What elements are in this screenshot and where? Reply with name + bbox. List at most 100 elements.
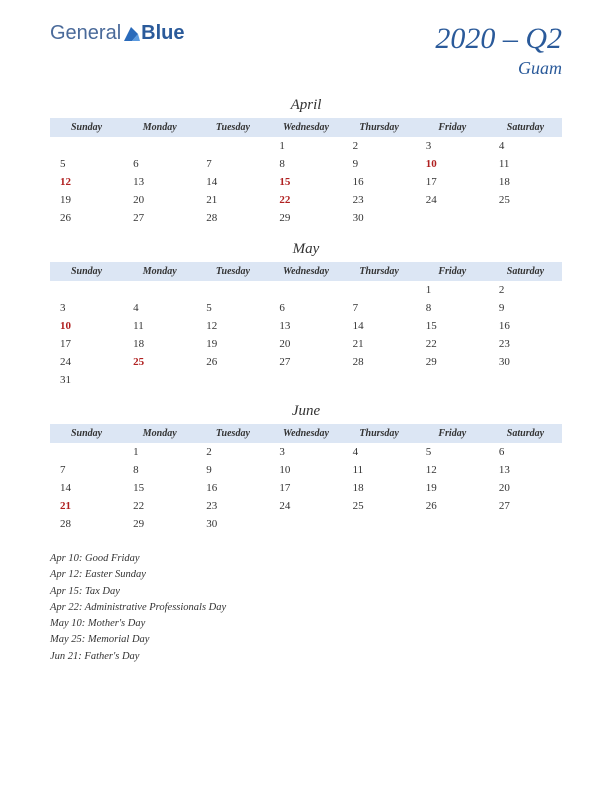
- calendar-cell: 27: [269, 353, 342, 371]
- calendar-cell: 7: [343, 299, 416, 317]
- month-block: May SundayMondayTuesdayWednesdayThursdayF…: [50, 241, 562, 389]
- calendar-cell: 13: [123, 173, 196, 191]
- calendar-cell: [269, 515, 342, 533]
- day-header: Saturday: [489, 424, 562, 443]
- calendar-cell: 7: [50, 461, 123, 479]
- calendar-cell: 12: [416, 461, 489, 479]
- calendar-cell: 9: [343, 155, 416, 173]
- calendar-cell: 21: [50, 497, 123, 515]
- calendar-cell: 15: [123, 479, 196, 497]
- calendar-cell: 11: [343, 461, 416, 479]
- calendar-cell: 17: [269, 479, 342, 497]
- calendar-cell: 4: [123, 299, 196, 317]
- calendar-cell: 30: [343, 209, 416, 227]
- calendar-cell: 5: [416, 443, 489, 461]
- calendar-cell: 19: [50, 191, 123, 209]
- holiday-item: Apr 12: Easter Sunday: [50, 567, 562, 583]
- day-header: Sunday: [50, 424, 123, 443]
- calendar-cell: 31: [50, 371, 123, 389]
- calendar-cell: 27: [489, 497, 562, 515]
- calendar-cell: 5: [50, 155, 123, 173]
- calendar-cell: 29: [269, 209, 342, 227]
- calendar-cell: 10: [269, 461, 342, 479]
- calendar-cell: 6: [489, 443, 562, 461]
- calendar-cell: 11: [489, 155, 562, 173]
- calendar-row: 567891011: [50, 155, 562, 173]
- calendar-row: 78910111213: [50, 461, 562, 479]
- calendar-cell: [123, 281, 196, 299]
- calendar-cell: 23: [489, 335, 562, 353]
- day-header: Wednesday: [269, 424, 342, 443]
- month-name: May: [50, 241, 562, 258]
- holiday-item: Apr 22: Administrative Professionals Day: [50, 600, 562, 616]
- day-header: Tuesday: [196, 262, 269, 281]
- holiday-item: Apr 10: Good Friday: [50, 551, 562, 567]
- calendar-cell: 24: [416, 191, 489, 209]
- calendar-cell: 8: [269, 155, 342, 173]
- calendar-cell: 2: [196, 443, 269, 461]
- day-header: Wednesday: [269, 262, 342, 281]
- calendar-cell: 22: [269, 191, 342, 209]
- calendar-cell: [123, 137, 196, 155]
- calendar-row: 12131415161718: [50, 173, 562, 191]
- holiday-item: May 10: Mother's Day: [50, 616, 562, 632]
- calendar-cell: 25: [343, 497, 416, 515]
- calendar-cell: 28: [50, 515, 123, 533]
- calendar-row: 282930: [50, 515, 562, 533]
- calendar-cell: 11: [123, 317, 196, 335]
- calendar-cell: 25: [123, 353, 196, 371]
- calendar-cell: 10: [416, 155, 489, 173]
- calendar-cell: 29: [416, 353, 489, 371]
- calendar-cell: 28: [343, 353, 416, 371]
- day-header: Thursday: [343, 262, 416, 281]
- calendar-cell: 29: [123, 515, 196, 533]
- calendar-cell: 22: [123, 497, 196, 515]
- day-header: Tuesday: [196, 118, 269, 137]
- calendar-cell: 13: [489, 461, 562, 479]
- holiday-list: Apr 10: Good FridayApr 12: Easter Sunday…: [50, 551, 562, 665]
- calendar-cell: [196, 371, 269, 389]
- day-header: Saturday: [489, 262, 562, 281]
- calendar-cell: [343, 281, 416, 299]
- calendar-cell: 16: [196, 479, 269, 497]
- calendar-cell: 30: [489, 353, 562, 371]
- calendar-cell: [50, 443, 123, 461]
- calendar-cell: 8: [416, 299, 489, 317]
- calendar-table: SundayMondayTuesdayWednesdayThursdayFrid…: [50, 262, 562, 389]
- brand-part2: Blue: [141, 22, 184, 45]
- calendar-cell: [489, 371, 562, 389]
- calendar-row: 17181920212223: [50, 335, 562, 353]
- calendar-cell: 20: [489, 479, 562, 497]
- calendar-row: 19202122232425: [50, 191, 562, 209]
- calendar-cell: 6: [269, 299, 342, 317]
- calendar-cell: 27: [123, 209, 196, 227]
- calendar-cell: [269, 371, 342, 389]
- logo-icon: [123, 25, 141, 43]
- month-name: April: [50, 97, 562, 114]
- calendar-table: SundayMondayTuesdayWednesdayThursdayFrid…: [50, 118, 562, 227]
- quarter-title: 2020 – Q2: [435, 22, 562, 56]
- calendar-container: AprilSundayMondayTuesdayWednesdayThursda…: [50, 97, 562, 533]
- calendar-cell: 1: [416, 281, 489, 299]
- calendar-cell: 14: [343, 317, 416, 335]
- calendar-table: SundayMondayTuesdayWednesdayThursdayFrid…: [50, 424, 562, 533]
- calendar-cell: 18: [123, 335, 196, 353]
- day-header: Monday: [123, 262, 196, 281]
- calendar-cell: 3: [416, 137, 489, 155]
- calendar-cell: [343, 371, 416, 389]
- calendar-row: 21222324252627: [50, 497, 562, 515]
- calendar-cell: [50, 281, 123, 299]
- calendar-cell: 26: [50, 209, 123, 227]
- calendar-cell: 12: [196, 317, 269, 335]
- calendar-cell: 16: [343, 173, 416, 191]
- calendar-cell: [50, 137, 123, 155]
- day-header: Sunday: [50, 118, 123, 137]
- calendar-row: 24252627282930: [50, 353, 562, 371]
- day-header: Monday: [123, 118, 196, 137]
- calendar-cell: 9: [489, 299, 562, 317]
- calendar-cell: [489, 209, 562, 227]
- day-header: Thursday: [343, 424, 416, 443]
- calendar-cell: 7: [196, 155, 269, 173]
- calendar-cell: 15: [416, 317, 489, 335]
- holiday-item: May 25: Memorial Day: [50, 632, 562, 648]
